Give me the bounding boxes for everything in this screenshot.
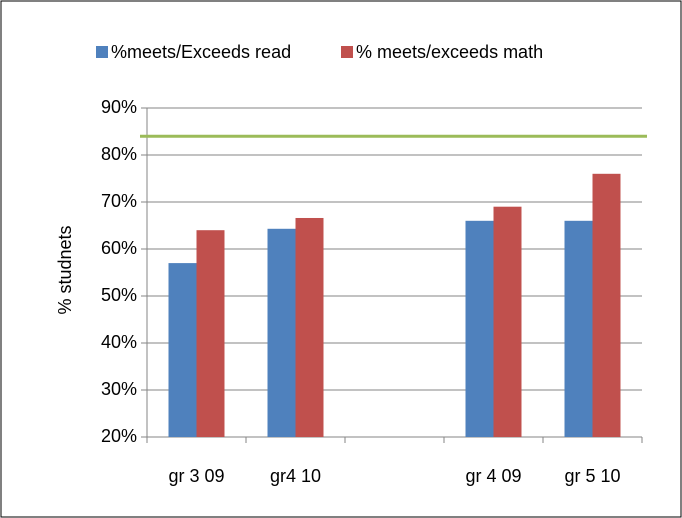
x-tick-label: gr 5 10 [564,466,620,486]
bar [295,217,324,437]
y-tick-label: 20% [101,426,137,446]
bar [196,230,225,437]
bar [493,206,522,437]
legend-label: %meets/Exceeds read [111,42,291,62]
y-tick-label: 60% [101,238,137,258]
y-axis-label: % studnets [55,225,75,314]
x-tick-label: gr 4 09 [465,466,521,486]
bar [465,220,494,437]
bar [592,173,621,438]
y-tick-label: 30% [101,379,137,399]
bar [564,220,593,437]
legend-label: % meets/exceeds math [356,42,543,62]
legend-swatch [341,46,353,58]
bar [168,263,197,437]
y-tick-label: 90% [101,97,137,117]
legend-swatch [96,46,108,58]
y-tick-label: 70% [101,191,137,211]
y-tick-label: 80% [101,144,137,164]
y-tick-label: 50% [101,285,137,305]
y-tick-label: 40% [101,332,137,352]
bar [267,228,296,437]
x-tick-label: gr4 10 [270,466,321,486]
x-tick-label: gr 3 09 [168,466,224,486]
